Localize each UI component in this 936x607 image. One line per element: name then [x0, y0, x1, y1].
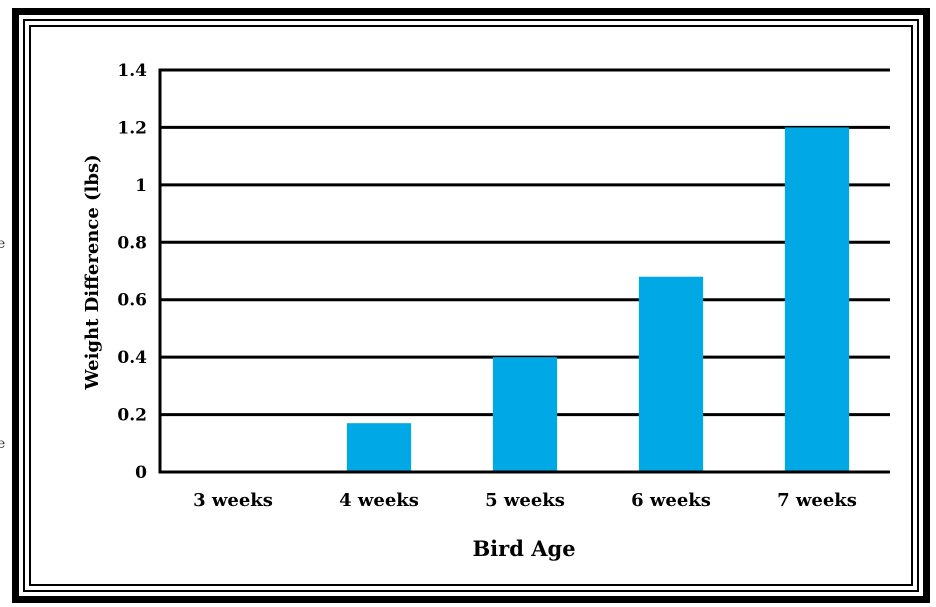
x-tick-label: 7 weeks: [777, 490, 857, 511]
x-tick-labels: 3 weeks 4 weeks 5 weeks 6 weeks 7 weeks: [193, 490, 857, 511]
x-tick-label: 3 weeks: [193, 490, 273, 511]
y-tick-label: 0.8: [117, 233, 147, 253]
bar: [638, 276, 704, 472]
x-tick-label: 4 weeks: [339, 490, 419, 511]
bar: [346, 423, 412, 472]
y-tick-label: 0: [135, 463, 147, 483]
y-tick-label: 0.4: [117, 348, 147, 368]
y-tick-label: 1: [135, 176, 147, 196]
x-axis-label: Bird Age: [472, 536, 575, 561]
y-tick-label: 0.2: [117, 406, 147, 426]
edge-glyph-bottom: e: [0, 436, 6, 452]
y-tick-labels: 0 0.2 0.4 0.6 0.8 1 1.2 1.4: [117, 61, 147, 483]
bars: [346, 127, 850, 472]
x-tick-label: 5 weeks: [485, 490, 565, 511]
x-tick-label: 6 weeks: [631, 490, 711, 511]
y-axis-label: Weight Difference (lbs): [82, 154, 103, 390]
y-tick-label: 0.6: [117, 291, 147, 311]
y-tick-label: 1.2: [117, 118, 147, 138]
chart-frame: [12, 8, 930, 603]
y-tick-label: 1.4: [117, 61, 147, 81]
bar: [492, 357, 558, 472]
chart-frame-border-innermost: [29, 25, 913, 586]
bar: [784, 127, 850, 472]
axes: [158, 68, 890, 474]
chart-frame-border-inner: [23, 19, 919, 592]
edge-glyph-top: e: [0, 236, 6, 252]
